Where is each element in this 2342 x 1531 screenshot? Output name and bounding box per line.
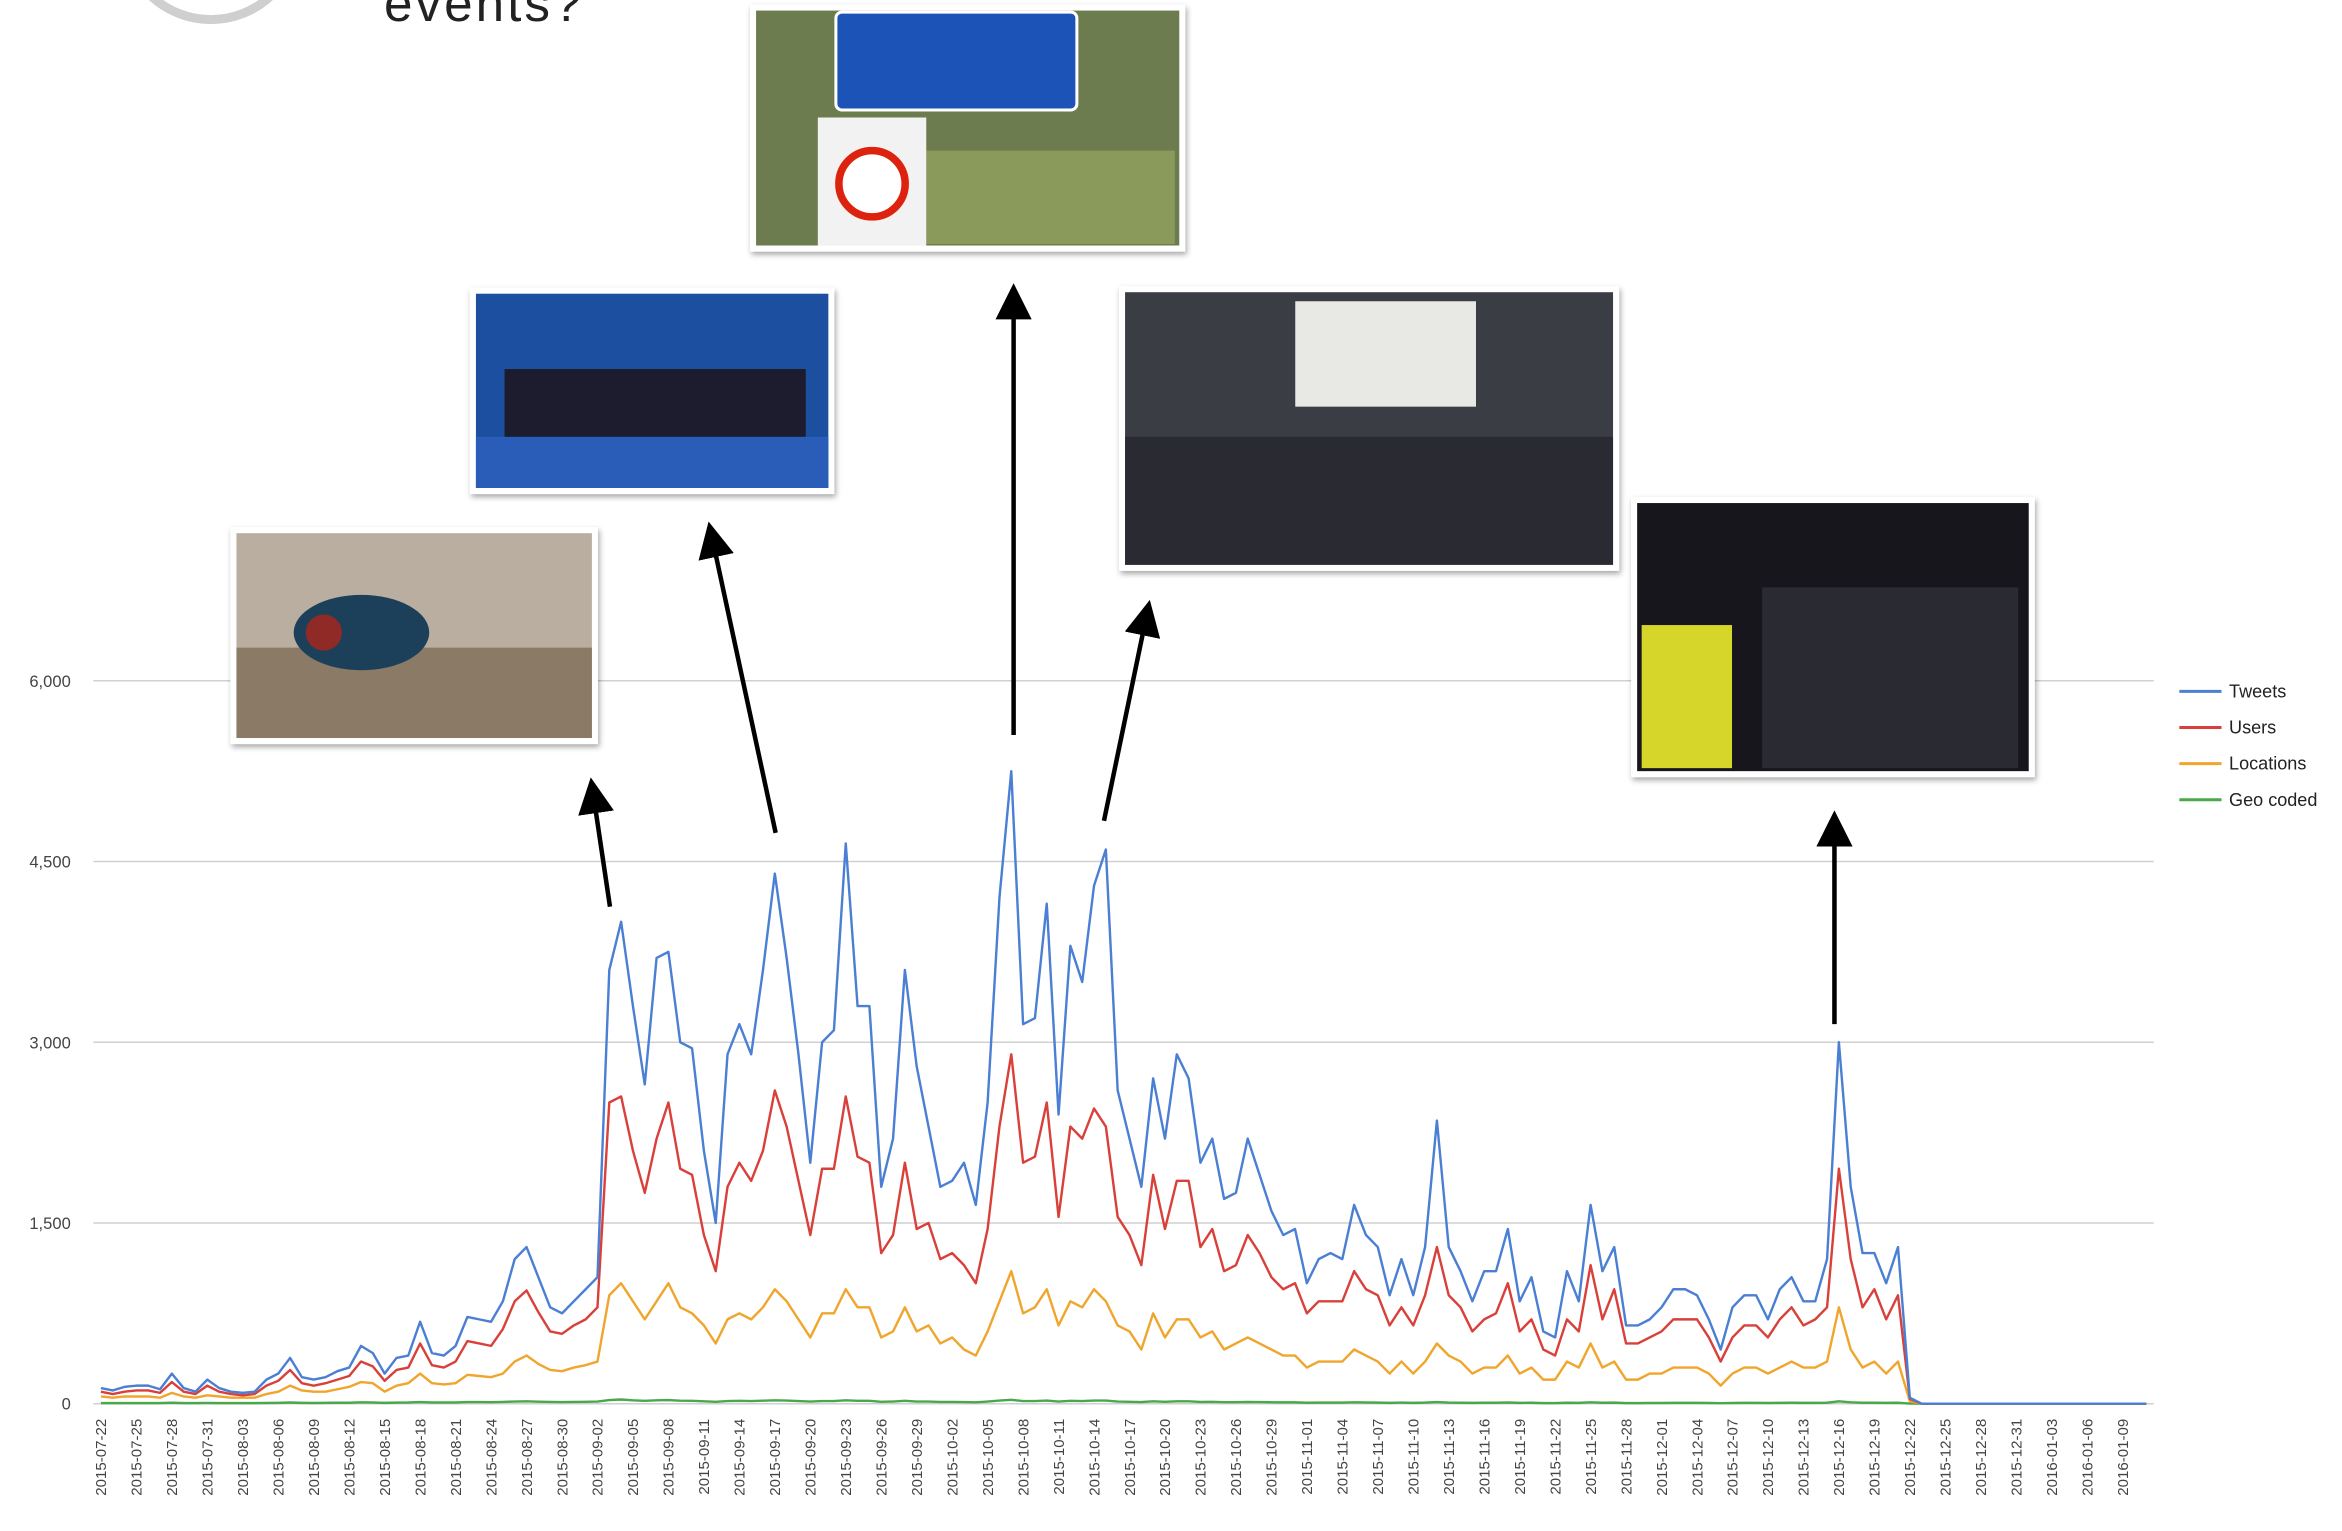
x-tick-label: 2015-09-20 <box>803 1419 820 1496</box>
x-tick-label: 2015-07-28 <box>164 1419 181 1496</box>
x-tick-label: 2015-09-08 <box>661 1419 678 1496</box>
x-tick-label: 2015-08-06 <box>271 1419 288 1496</box>
x-tick-label: 2016-01-09 <box>2115 1419 2132 1496</box>
y-tick-label: 6,000 <box>29 672 70 691</box>
x-tick-label: 2015-11-28 <box>1618 1419 1635 1495</box>
x-tick-label: 2015-09-29 <box>909 1419 926 1496</box>
x-tick-label: 2015-11-10 <box>1406 1419 1423 1495</box>
x-tick-label: 2015-11-13 <box>1441 1419 1458 1495</box>
arrow <box>1104 618 1146 821</box>
page: {"chart_data": {"type": "line", "annotat… <box>0 0 2342 1531</box>
x-tick-label: 2015-11-01 <box>1299 1419 1316 1495</box>
x-tick-label: 2015-09-14 <box>732 1419 749 1496</box>
arrow <box>712 539 775 833</box>
x-tick-label: 2015-11-19 <box>1512 1419 1529 1495</box>
x-tick-label: 2015-10-05 <box>980 1419 997 1496</box>
x-tick-label: 2015-11-04 <box>1335 1419 1352 1495</box>
x-tick-label: 2015-07-31 <box>200 1419 217 1496</box>
y-tick-label: 1,500 <box>29 1214 70 1233</box>
annotation: events? <box>384 0 584 32</box>
x-tick-label: 2015-12-10 <box>1760 1419 1777 1496</box>
x-tick-label: 2015-12-31 <box>2008 1419 2025 1496</box>
x-tick-label: 2015-10-26 <box>1228 1419 1245 1496</box>
x-tick-label: 2015-12-01 <box>1654 1419 1671 1496</box>
x-tick-label: 2015-08-03 <box>235 1419 252 1496</box>
x-tick-label: 2015-09-23 <box>838 1419 855 1496</box>
y-tick-label: 4,500 <box>29 853 70 872</box>
x-tick-label: 2015-07-25 <box>129 1419 146 1496</box>
plot-area: 0 1,500 3,000 4,500 6,000 2015-07-22 2015-07-2… <box>29 672 2317 1496</box>
x-tick-label: 2016-01-03 <box>2044 1419 2061 1496</box>
photo <box>473 291 831 491</box>
x-tick-label: 2015-08-27 <box>519 1419 536 1496</box>
x-tick-label: 2015-09-05 <box>625 1419 642 1496</box>
x-tick-label: 2015-08-21 <box>448 1419 465 1496</box>
x-tick-label: 2015-10-17 <box>1122 1419 1139 1496</box>
x-tick-label: 2015-12-25 <box>1938 1419 1955 1496</box>
x-tick-label: 2015-10-29 <box>1264 1419 1281 1496</box>
legend-label: Users <box>2229 717 2276 737</box>
x-tick-label: 2015-12-28 <box>1973 1419 1990 1496</box>
x-tick-label: 2015-08-24 <box>483 1419 500 1496</box>
x-tick-label: 2015-10-23 <box>1193 1419 1210 1496</box>
x-tick-label: 2015-11-25 <box>1583 1419 1600 1495</box>
chart: events? 0 1,500 3,000 4,500 6,000 2015-07-22 2… <box>0 0 2342 1531</box>
x-tick-label: 2015-10-20 <box>1157 1419 1174 1496</box>
x-tick-label: 2015-11-07 <box>1370 1419 1387 1495</box>
x-tick-label: 2015-11-16 <box>1476 1419 1493 1495</box>
legend-label: Tweets <box>2229 681 2286 701</box>
x-tick-label: 2015-08-15 <box>377 1419 394 1496</box>
x-tick-label: 2015-10-08 <box>1015 1419 1032 1496</box>
x-tick-label: 2015-10-02 <box>944 1419 961 1496</box>
x-tick-label: 2015-12-19 <box>1867 1419 1884 1496</box>
x-tick-label: 2015-07-22 <box>93 1419 110 1496</box>
x-tick-label: 2015-08-12 <box>341 1419 358 1496</box>
x-tick-label: 2015-09-11 <box>696 1419 713 1495</box>
legend-label: Geo coded <box>2229 790 2317 810</box>
legend-label: Locations <box>2229 754 2306 774</box>
x-tick-label: 2015-12-07 <box>1725 1419 1742 1496</box>
y-tick-label: 0 <box>62 1395 71 1414</box>
photo <box>1634 500 2032 774</box>
x-tick-label: 2015-12-13 <box>1796 1419 1813 1496</box>
x-tick-label: 2015-08-18 <box>412 1419 429 1496</box>
x-tick-label: 2016-01-06 <box>2079 1419 2096 1496</box>
x-tick-label: 2015-09-02 <box>590 1419 607 1496</box>
x-tick-label: 2015-12-22 <box>1902 1419 1919 1496</box>
x-tick-label: 2015-09-17 <box>767 1419 784 1496</box>
x-tick-label: 2015-08-09 <box>306 1419 323 1496</box>
photo <box>1122 289 1616 568</box>
arrow <box>593 795 610 906</box>
photo <box>753 8 1182 249</box>
x-tick-label: 2015-10-11 <box>1051 1419 1068 1495</box>
photo <box>233 530 594 741</box>
x-tick-label: 2015-11-22 <box>1547 1419 1564 1495</box>
series-line <box>101 1271 2146 1404</box>
x-tick-label: 2015-12-16 <box>1831 1419 1848 1496</box>
x-tick-label: 2015-12-04 <box>1689 1419 1706 1496</box>
x-tick-label: 2015-09-26 <box>873 1419 890 1496</box>
decor-circle <box>124 0 299 20</box>
series-line <box>101 1054 2146 1403</box>
x-tick-label: 2015-10-14 <box>1086 1419 1103 1496</box>
x-tick-label: 2015-08-30 <box>554 1419 571 1496</box>
y-tick-label: 3,000 <box>29 1033 70 1052</box>
